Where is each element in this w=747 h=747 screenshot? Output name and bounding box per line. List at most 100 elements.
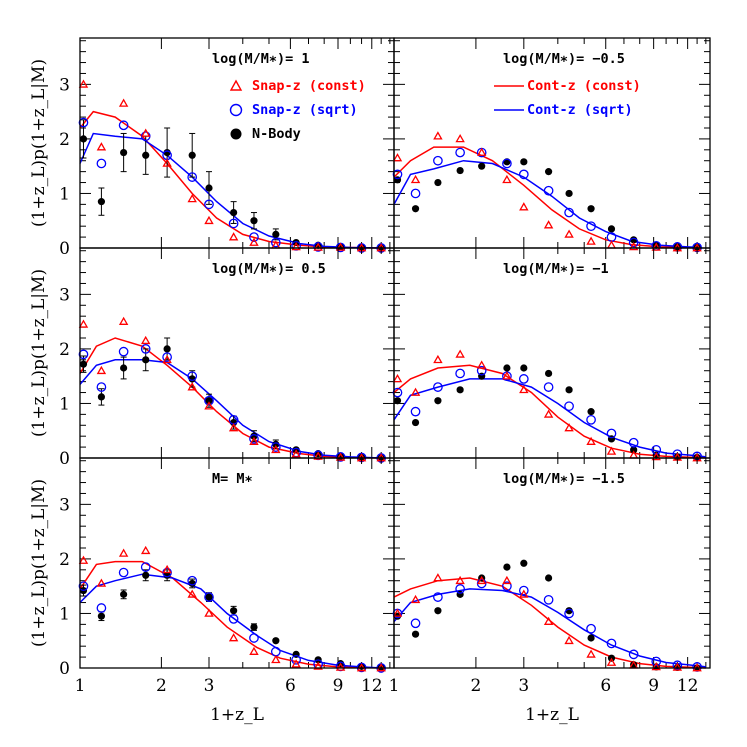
snap-z-const-point <box>543 220 554 229</box>
nbody-point <box>97 198 106 206</box>
y-tick-label: 2 <box>59 340 70 360</box>
snap-z-const-point <box>78 79 89 88</box>
nbody-point <box>434 397 442 405</box>
snap-z-const-point <box>392 373 403 383</box>
nbody-point <box>230 418 238 427</box>
cont-z-const-line <box>79 337 382 459</box>
snap-z-sqrt-point <box>564 207 574 218</box>
y-tick-label: 1 <box>59 604 70 624</box>
snap-z-sqrt-point <box>270 442 281 452</box>
y-tick-label: 3 <box>59 285 70 305</box>
nbody-point <box>456 386 464 394</box>
nbody-point <box>434 178 442 187</box>
snap-z-const-point <box>651 451 661 461</box>
nbody-point <box>120 364 128 372</box>
snap-z-const-point <box>564 423 574 432</box>
snap-z-sqrt-point <box>651 656 662 667</box>
cont-z-const-line <box>393 577 706 669</box>
snap-z-const-point <box>228 232 239 241</box>
snap-z-const-point <box>291 241 301 251</box>
nbody-point <box>272 230 280 238</box>
snap-z-const-point <box>140 335 151 345</box>
snap-z-const-point <box>519 589 529 598</box>
nbody-point <box>97 612 106 620</box>
snap-z-sqrt-point <box>204 592 214 602</box>
x-tick-label: 3 <box>518 676 529 696</box>
nbody-point <box>607 225 616 233</box>
snap-z-const-point <box>543 409 554 418</box>
nbody-point <box>79 360 88 368</box>
legend-label: Cont-z (const) <box>527 78 641 94</box>
snap-z-const-point <box>271 444 281 454</box>
nbody-point <box>587 205 595 213</box>
legend-label: Snap-z (const) <box>252 78 366 94</box>
nbody-point <box>545 168 553 176</box>
cont-z-const-line <box>79 560 382 669</box>
x-axis-label: 1+z_L <box>525 705 579 725</box>
nbody-point <box>163 148 171 157</box>
panel-frame <box>393 37 711 249</box>
y-tick-label: 1 <box>59 394 70 414</box>
nbody-point <box>630 236 638 244</box>
nbody-point <box>478 162 486 170</box>
nbody-point <box>188 579 196 588</box>
snap-z-const-point <box>249 646 259 655</box>
x-tick-label: 2 <box>470 676 481 696</box>
snap-z-const-point <box>140 128 151 137</box>
snap-z-const-point <box>410 594 421 604</box>
snap-z-sqrt-point <box>140 562 151 572</box>
snap-z-const-point <box>187 589 197 598</box>
nbody-point <box>205 397 213 405</box>
nbody-point <box>79 135 88 143</box>
snap-z-sqrt-point <box>518 585 529 596</box>
snap-z-sqrt-point <box>586 623 596 634</box>
snap-z-const-point <box>433 354 443 364</box>
x-tick-label: 9 <box>333 676 344 696</box>
snap-z-sqrt-point <box>118 567 129 578</box>
snap-z-sqrt-point <box>410 188 421 199</box>
snap-z-const-point <box>162 158 172 167</box>
nbody-point <box>142 356 150 364</box>
snap-z-sqrt-point <box>586 221 596 232</box>
cont-z-sqrt-line <box>393 378 706 458</box>
panel-frame <box>79 457 395 669</box>
snap-z-sqrt-point <box>518 374 529 384</box>
nbody-point <box>163 345 171 353</box>
snap-z-const-point <box>335 242 346 251</box>
panel-frame <box>393 457 711 669</box>
x-axis-label: 1+z_L <box>210 705 264 725</box>
y-axis-label: (1+z_L)p(1+z_L|M) <box>29 59 49 227</box>
nbody-point <box>565 189 573 198</box>
nbody-point <box>411 205 420 213</box>
x-tick-label: 2 <box>156 676 167 696</box>
snap-z-sqrt-point <box>187 575 198 586</box>
x-tick-label: 6 <box>285 676 296 696</box>
nbody-point <box>520 364 528 372</box>
y-axis-label: (1+z_L)p(1+z_L|M) <box>29 269 49 437</box>
nbody-point <box>587 408 595 416</box>
y-tick-label: 0 <box>59 449 70 469</box>
nbody-point <box>205 593 213 601</box>
snap-z-const-point <box>118 548 129 557</box>
snap-z-const-point <box>392 608 403 617</box>
panel-3: log(M/M∗)= 0.5 0 1 2 3 (1+z_L)p(1+z_L|M) <box>29 247 395 469</box>
snap-z-sqrt-point <box>433 382 443 392</box>
snap-z-sqrt-point <box>96 382 107 392</box>
snap-z-sqrt-point <box>78 349 89 360</box>
nbody-point <box>393 397 402 405</box>
snap-z-const-point <box>433 131 443 140</box>
nbody-point <box>230 208 238 217</box>
nbody-point <box>456 166 464 175</box>
nbody-point <box>587 634 595 642</box>
nbody-point <box>565 386 573 394</box>
panel-title: log(M/M∗)= −0.5 <box>503 51 625 67</box>
nbody-point <box>503 364 511 372</box>
panel-ticks <box>393 248 710 459</box>
nbody-point <box>272 440 280 448</box>
snap-z-const-point <box>228 423 239 432</box>
nbody-point <box>250 623 258 631</box>
snap-z-const-point <box>606 240 617 249</box>
snap-z-sqrt-point <box>96 158 107 169</box>
snap-z-const-point <box>249 436 259 445</box>
snap-z-const-point <box>313 242 323 251</box>
